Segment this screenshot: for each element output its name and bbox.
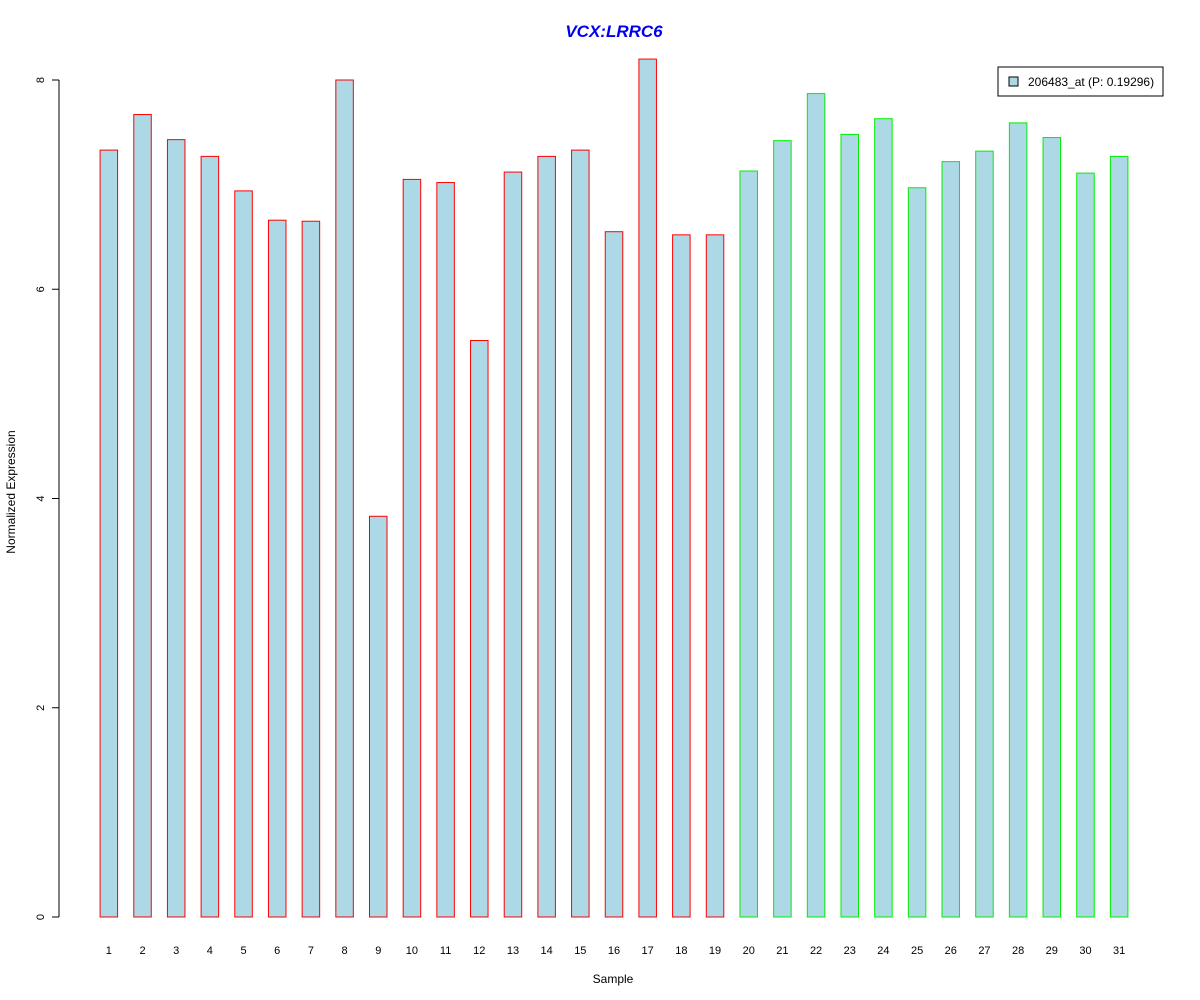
bar-sample-4 xyxy=(200,155,220,918)
x-tick-label: 12 xyxy=(473,945,485,957)
bar-sample-8 xyxy=(335,79,354,918)
x-tick-label: 29 xyxy=(1046,945,1058,957)
bar-sample-10 xyxy=(402,178,422,918)
x-tick-label: 1 xyxy=(106,945,112,957)
x-tick-label: 24 xyxy=(877,945,889,957)
legend-label: 206483_at (P: 0.19296) xyxy=(1028,75,1154,89)
bar-sample-13 xyxy=(503,171,523,918)
x-tick-label: 22 xyxy=(810,945,822,957)
bar-sample-1 xyxy=(99,149,119,918)
bar-sample-6 xyxy=(267,219,287,918)
x-tick-label: 26 xyxy=(945,945,957,957)
x-tick-label: 2 xyxy=(139,945,145,957)
y-tick-label: 8 xyxy=(35,77,47,83)
x-tick-label: 15 xyxy=(574,945,586,957)
x-tick-label: 20 xyxy=(743,945,755,957)
y-axis: 0 2 4 6 8 xyxy=(35,77,60,920)
x-tick-label: 11 xyxy=(440,945,451,957)
chart-title: VCX:LRRC6 xyxy=(565,22,663,41)
x-tick-label: 5 xyxy=(240,945,246,957)
x-axis-label: Sample xyxy=(593,972,634,986)
bar-sample-24 xyxy=(874,118,893,918)
y-tick-label: 4 xyxy=(35,495,47,501)
x-tick-label: 14 xyxy=(541,945,553,957)
x-tick-label: 16 xyxy=(608,945,620,957)
x-tick-label: 9 xyxy=(375,945,381,957)
x-tick-label: 8 xyxy=(342,945,348,957)
x-tick-label: 6 xyxy=(274,945,280,957)
x-tick-label: 13 xyxy=(507,945,519,957)
y-tick-label: 2 xyxy=(35,705,47,711)
x-tick-label: 27 xyxy=(978,945,990,957)
legend-box xyxy=(997,66,1164,97)
x-tick-label: 7 xyxy=(308,945,314,957)
bar-sample-16 xyxy=(604,231,624,918)
bar-sample-22 xyxy=(806,93,826,918)
bar-sample-14 xyxy=(537,155,556,918)
bar-sample-26 xyxy=(941,161,961,918)
bar-sample-30 xyxy=(1076,172,1095,918)
x-tick-labels: 1 2 3 4 5 6 7 8 9 10 11 12 13 14 15 16 17 18 19 20 21 22 23 24 2… xyxy=(106,945,1126,957)
x-tick-label: 18 xyxy=(675,945,687,957)
x-tick-label: 23 xyxy=(844,945,856,957)
x-tick-label: 21 xyxy=(776,945,788,957)
bar-sample-15 xyxy=(571,149,590,918)
x-tick-label: 31 xyxy=(1113,945,1125,957)
bar-sample-27 xyxy=(975,150,994,918)
bar-sample-11 xyxy=(436,182,455,918)
bar-sample-21 xyxy=(773,140,792,918)
bar-sample-20 xyxy=(739,170,758,918)
bar-sample-18 xyxy=(672,234,691,918)
x-tick-label: 28 xyxy=(1012,945,1024,957)
x-tick-label: 10 xyxy=(406,945,418,957)
bar-sample-23 xyxy=(840,133,859,918)
bar-sample-25 xyxy=(907,187,927,918)
x-tick-label: 4 xyxy=(207,945,213,957)
bar-sample-31 xyxy=(1109,155,1129,918)
x-tick-label: 25 xyxy=(911,945,923,957)
bar-sample-5 xyxy=(234,190,253,918)
y-tick-label: 0 xyxy=(35,914,47,920)
legend: 206483_at (P: 0.19296) xyxy=(997,66,1164,97)
bar-sample-17 xyxy=(638,58,657,918)
x-tick-label: 19 xyxy=(709,945,721,957)
x-tick-label: 30 xyxy=(1079,945,1091,957)
y-tick-label: 6 xyxy=(35,286,47,292)
bar-sample-12 xyxy=(470,340,489,918)
x-tick-label: 3 xyxy=(173,945,179,957)
x-tick-label: 17 xyxy=(642,945,654,957)
bar-sample-28 xyxy=(1008,122,1028,918)
bar-sample-2 xyxy=(133,114,152,918)
bar-sample-9 xyxy=(369,515,388,918)
y-axis-label: Normalized Expression xyxy=(4,430,18,553)
bar-sample-3 xyxy=(166,139,186,918)
bar-sample-7 xyxy=(301,220,321,918)
bars-group xyxy=(99,58,1129,918)
legend-swatch xyxy=(1008,76,1019,87)
bar-sample-29 xyxy=(1042,137,1062,918)
bar-sample-19 xyxy=(705,234,725,918)
